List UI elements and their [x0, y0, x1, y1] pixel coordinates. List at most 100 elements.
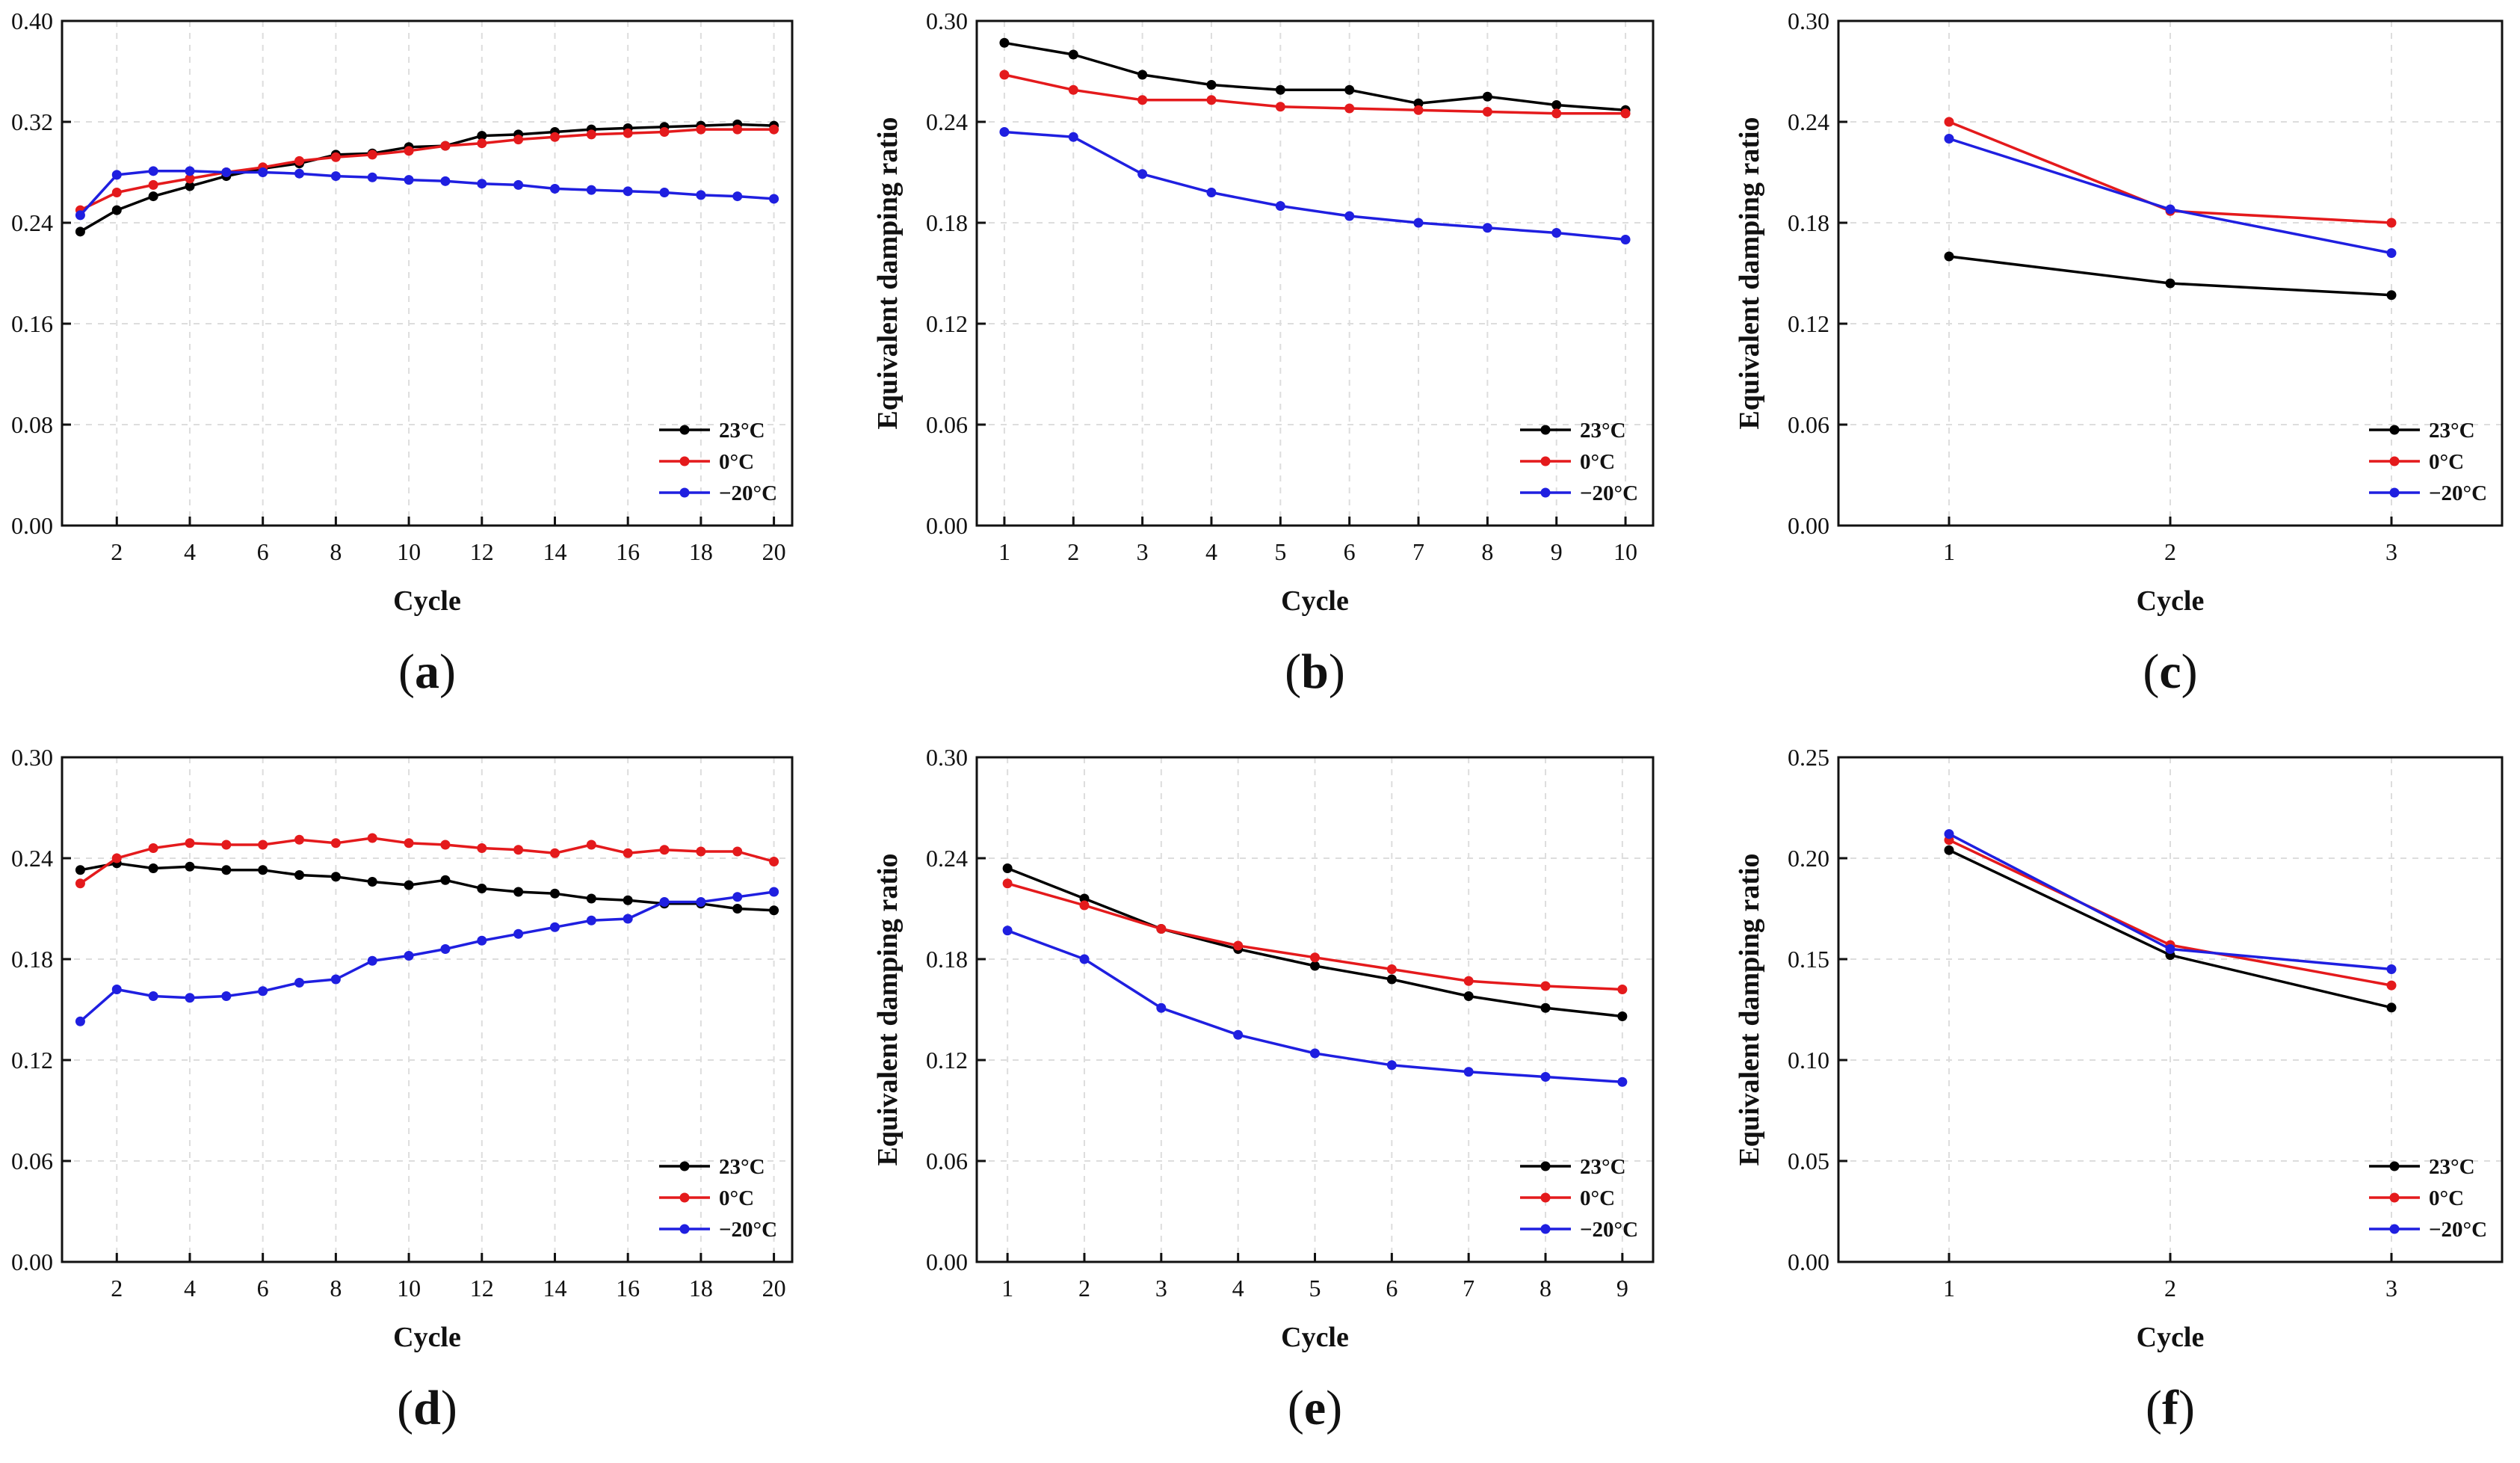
data-point — [330, 974, 341, 985]
data-point — [1463, 1067, 1474, 1077]
y-tick-label: 0.30 — [11, 744, 53, 771]
data-point — [1079, 893, 1090, 904]
data-point — [1206, 95, 1217, 105]
y-tick-label: 0.16 — [11, 310, 53, 337]
x-tick-label: 7 — [1463, 1275, 1474, 1302]
y-tick-label: 0.30 — [926, 7, 968, 34]
plot-frame — [61, 19, 794, 527]
data-point — [1068, 84, 1078, 95]
data-point — [404, 951, 414, 961]
data-point — [1275, 84, 1285, 95]
data-point — [2165, 944, 2175, 954]
x-tick-label: 5 — [1274, 538, 1286, 565]
y-axis-title: Equivalent damping ratio — [1734, 117, 1765, 429]
x-tick-label: 2 — [2164, 1275, 2176, 1302]
x-tick-label: 16 — [616, 538, 640, 565]
data-point — [1275, 102, 1285, 112]
panel-label: (e) — [1288, 1381, 1342, 1435]
panel-c: 0.00 0.06 0.12 0.18 0.24 0.30 1 2 3 23°C 0°C −20°C C… — [1734, 7, 2504, 699]
x-tick-label: 18 — [689, 538, 713, 565]
x-axis-title: Cycle — [393, 585, 461, 617]
data-point — [1206, 188, 1217, 197]
data-point — [367, 150, 377, 160]
x-tick-label: 1 — [1001, 1275, 1013, 1302]
x-tick-label: 6 — [257, 1275, 269, 1302]
y-tick-label: 0.06 — [11, 1148, 53, 1174]
data-point — [1156, 1002, 1167, 1013]
data-point — [1233, 1029, 1244, 1040]
data-point — [1079, 954, 1090, 964]
x-tick-label: 18 — [689, 1275, 713, 1302]
data-point — [1386, 1060, 1397, 1071]
legend-marker-0 — [2389, 1161, 2400, 1171]
data-point — [148, 179, 158, 190]
legend-marker-2 — [1540, 487, 1551, 498]
y-tick-label: 0.12 — [1788, 310, 1829, 337]
legend-label-0: 23°C — [2429, 1155, 2475, 1179]
panel-a: 0.00 0.08 0.16 0.24 0.32 0.40 2 4 6 8 10 12 14 16 18 20… — [11, 7, 794, 699]
y-tick-label: 0.18 — [926, 209, 968, 236]
data-point — [477, 138, 487, 149]
x-tick-label: 20 — [762, 538, 786, 565]
y-tick-label: 0.00 — [1788, 1248, 1829, 1275]
data-point — [769, 194, 779, 204]
x-tick-label: 3 — [2385, 1275, 2397, 1302]
x-tick-label: 14 — [543, 538, 566, 565]
x-tick-label: 6 — [1344, 538, 1356, 565]
data-point — [999, 127, 1010, 137]
data-point — [221, 865, 232, 875]
data-point — [549, 848, 560, 858]
data-point — [221, 991, 232, 1001]
x-axis-title: Cycle — [2137, 585, 2205, 617]
y-tick-label: 0.24 — [11, 845, 53, 872]
plot-frame — [61, 756, 794, 1263]
x-tick-label: 4 — [1232, 1275, 1244, 1302]
series-line-1 — [79, 128, 774, 212]
series-line-0 — [79, 123, 774, 233]
legend-marker-1 — [1540, 456, 1551, 466]
data-point — [330, 152, 341, 162]
data-point — [294, 978, 305, 988]
legend-label-0: 23°C — [719, 419, 765, 443]
data-point — [75, 210, 85, 221]
y-tick-label: 0.00 — [1788, 512, 1829, 539]
data-point — [477, 935, 487, 946]
x-tick-label: 9 — [1551, 538, 1563, 565]
panel-label: (c) — [2143, 644, 2197, 699]
data-point — [1344, 103, 1355, 114]
data-point — [440, 141, 451, 151]
data-point — [404, 880, 414, 890]
y-tick-label: 0.08 — [11, 411, 53, 438]
y-tick-label: 0.12 — [11, 1047, 53, 1074]
y-tick-label: 0.30 — [926, 744, 968, 771]
series-line-2 — [1004, 130, 1626, 241]
data-point — [1617, 1077, 1628, 1087]
x-tick-label: 8 — [1481, 538, 1493, 565]
x-tick-label: 20 — [762, 1275, 786, 1302]
data-point — [477, 843, 487, 853]
data-point — [586, 893, 596, 904]
x-tick-label: 2 — [1078, 1275, 1090, 1302]
data-point — [1310, 952, 1320, 963]
x-tick-label: 6 — [257, 538, 269, 565]
data-point — [1413, 218, 1424, 228]
x-tick-label: 9 — [1616, 1275, 1628, 1302]
data-point — [75, 878, 85, 889]
data-point — [294, 870, 305, 880]
x-tick-label: 12 — [470, 1275, 494, 1302]
x-tick-label: 2 — [2164, 538, 2176, 565]
legend-marker-0 — [1540, 425, 1551, 435]
data-point — [732, 846, 743, 857]
data-point — [148, 843, 158, 853]
data-point — [75, 1016, 85, 1026]
legend-label-0: 23°C — [2429, 419, 2475, 443]
data-point — [1413, 98, 1424, 108]
data-point — [513, 135, 524, 145]
x-tick-label: 6 — [1386, 1275, 1398, 1302]
legend-label-0: 23°C — [1580, 419, 1626, 443]
x-tick-label: 4 — [184, 538, 196, 565]
data-point — [586, 915, 596, 925]
legend-marker-1 — [679, 1192, 690, 1203]
data-point — [1068, 49, 1078, 60]
x-tick-label: 2 — [1067, 538, 1079, 565]
